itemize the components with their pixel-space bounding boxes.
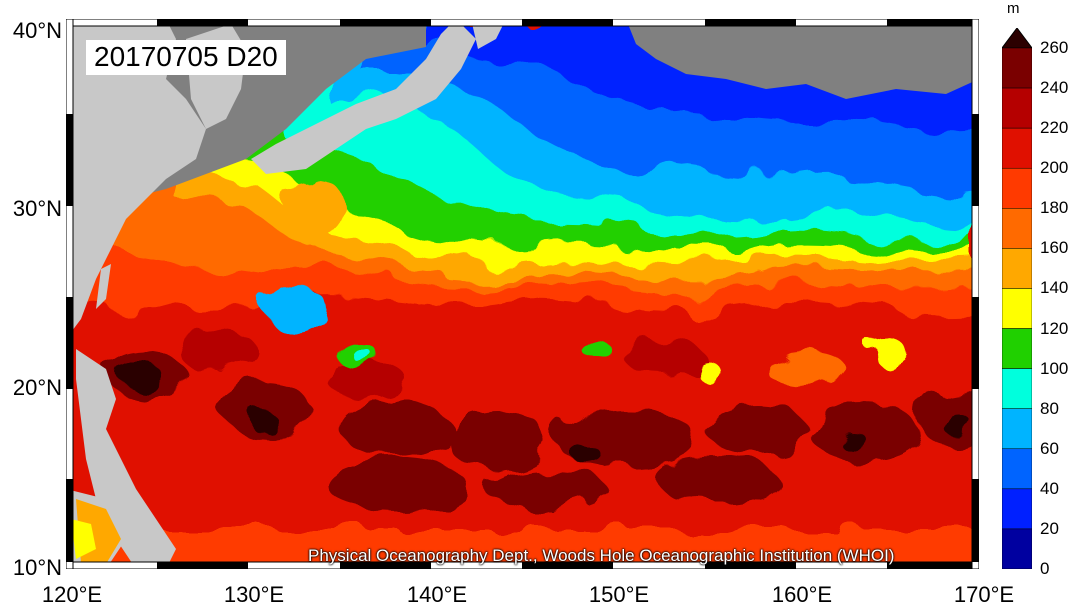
colorbar-swatch (1002, 208, 1032, 249)
lat-label-30n: 30°N (12, 196, 62, 221)
lat-label-40n: 40°N (12, 18, 62, 43)
colorbar-swatch (1002, 368, 1032, 409)
colorbar-tick-label: 240 (1040, 78, 1069, 98)
colorbar-swatch (1002, 488, 1032, 530)
colorbar-tick-label: 0 (1040, 559, 1050, 578)
lon-label-130e: 130°E (223, 582, 285, 607)
colorbar (1002, 28, 1032, 569)
map-canvas (66, 19, 979, 569)
lon-label-160e: 160°E (771, 582, 833, 607)
colorbar-tick-label: 180 (1040, 198, 1069, 218)
lon-label-140e: 140°E (406, 582, 468, 607)
colorbar-tick-label: 260 (1040, 38, 1069, 57)
map-border (66, 19, 979, 569)
credit-text: Physical Oceanography Dept., Woods Hole … (308, 546, 895, 565)
colorbar-tick-label: 40 (1040, 478, 1059, 498)
land-masses (66, 19, 506, 569)
colorbar-tick-label: 60 (1040, 438, 1059, 458)
colorbar-swatch (1002, 87, 1032, 129)
colorbar-tick-label: 20 (1040, 518, 1059, 538)
lon-label-170e: 170°E (953, 582, 1015, 607)
colorbar-tick-label: 220 (1040, 118, 1069, 138)
colorbar-tick-label: 140 (1040, 278, 1069, 298)
colorbar-tick-label: 160 (1040, 238, 1069, 258)
colorbar-swatch (1002, 448, 1032, 490)
colorbar-tick-label: 80 (1040, 398, 1059, 418)
colorbar-swatch (1002, 47, 1032, 89)
colorbar-swatch (1002, 167, 1032, 209)
lat-label-20n: 20°N (12, 375, 62, 400)
d20-map (66, 19, 979, 569)
lon-label-120e: 120°E (41, 582, 103, 607)
colorbar-tick-label: 120 (1040, 318, 1069, 338)
colorbar-tick-label: 200 (1040, 158, 1069, 178)
colorbar-swatch (1002, 408, 1032, 450)
lat-label-10n: 10°N (12, 555, 62, 580)
colorbar-unit: m (1007, 0, 1020, 17)
colorbar-swatch (1002, 288, 1032, 329)
colorbar-arrow (1002, 28, 1032, 49)
colorbar-swatch (1002, 127, 1032, 169)
colorbar-swatch (1002, 248, 1032, 289)
lon-label-150e: 150°E (588, 582, 650, 607)
map-title: 20170705 D20 (86, 40, 286, 75)
colorbar-swatch (1002, 528, 1032, 569)
warm-eddies (106, 179, 979, 511)
colorbar-tick-label: 100 (1040, 358, 1069, 378)
colorbar-swatch (1002, 328, 1032, 369)
